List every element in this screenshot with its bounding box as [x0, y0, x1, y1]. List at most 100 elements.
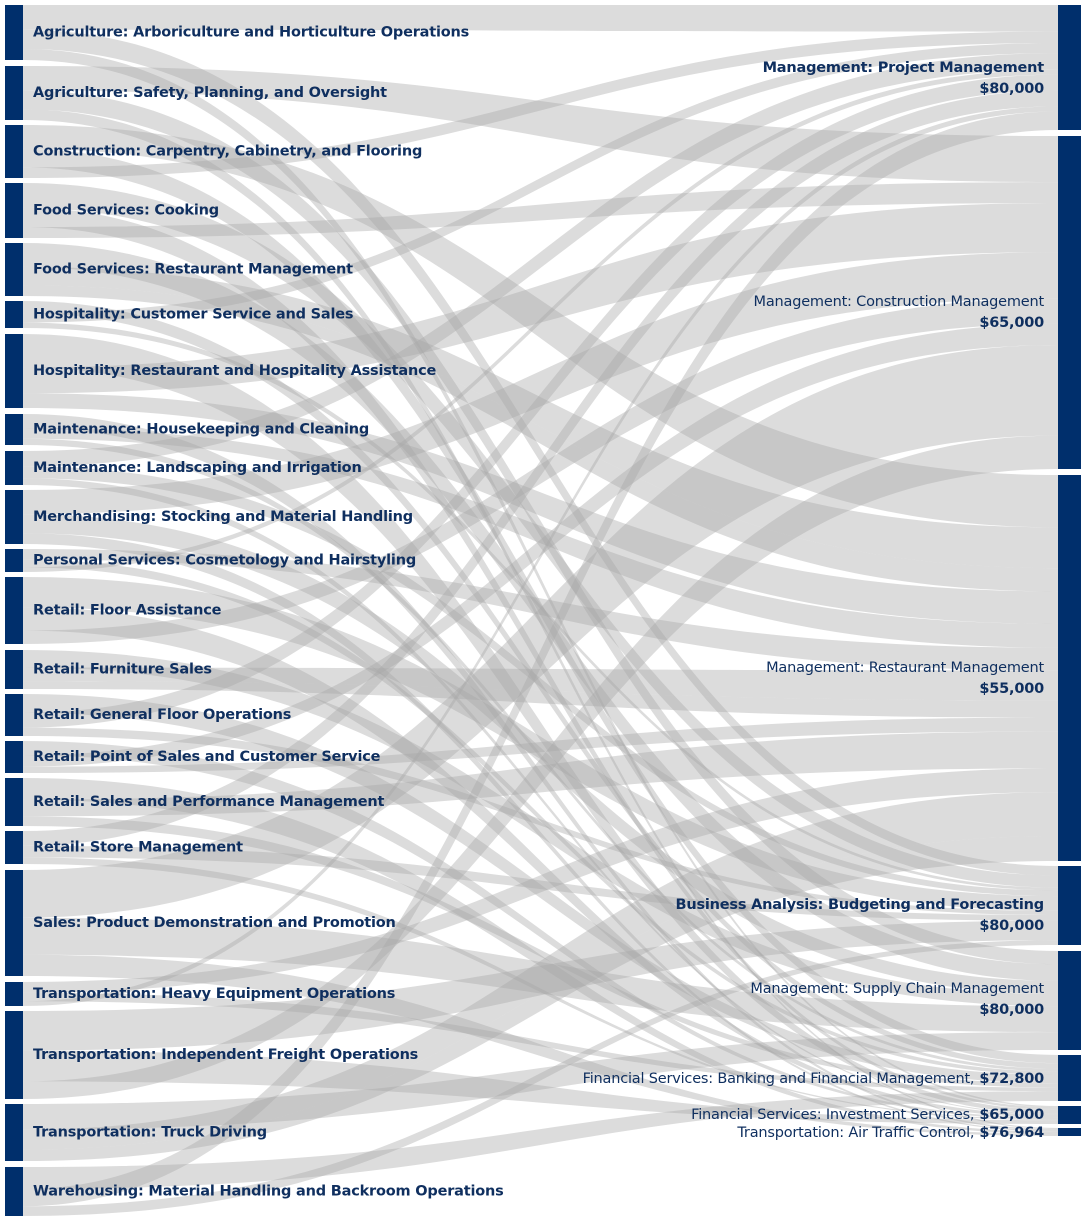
- left-node: [5, 778, 23, 826]
- link: [23, 816, 1058, 1088]
- left-label: Merchandising: Stocking and Material Han…: [33, 509, 413, 525]
- right-node: [1058, 475, 1081, 861]
- left-node: [5, 982, 23, 1006]
- link: [23, 694, 1058, 1084]
- link: [23, 478, 1058, 1115]
- right-salary: $55,000: [979, 681, 1044, 697]
- link: [23, 90, 1058, 965]
- left-label: Agriculture: Arboriculture and Horticult…: [33, 25, 469, 41]
- link: [23, 66, 1058, 183]
- right-node: [1058, 866, 1081, 945]
- right-salary: $76,964: [979, 1125, 1044, 1141]
- left-node: [5, 650, 23, 689]
- link: [23, 74, 1058, 728]
- link: [23, 207, 1058, 1110]
- link: [23, 148, 1058, 1064]
- left-label: Maintenance: Landscaping and Irrigation: [33, 460, 362, 476]
- left-label: Agriculture: Safety, Planning, and Overs…: [33, 85, 387, 101]
- left-node: [5, 1167, 23, 1216]
- right-node: [1058, 136, 1081, 469]
- right-label: Transportation: Air Traffic Control,: [736, 1125, 974, 1141]
- left-node: [5, 577, 23, 644]
- right-node: [1058, 5, 1081, 130]
- link: [23, 31, 1058, 178]
- link: [23, 954, 1058, 1136]
- link: [23, 29, 1058, 876]
- link: [23, 5, 1058, 32]
- right-label: Financial Services: Investment Services,: [691, 1107, 974, 1123]
- link: [23, 69, 1058, 573]
- left-node: [5, 5, 23, 60]
- link: [23, 667, 1058, 701]
- left-node: [5, 694, 23, 736]
- right-label: Management: Construction Management: [754, 294, 1045, 310]
- link: [23, 109, 1058, 1130]
- right-node: [1058, 1106, 1081, 1124]
- left-label: Retail: Furniture Sales: [33, 662, 212, 678]
- link: [23, 466, 1058, 897]
- link: [23, 298, 1058, 644]
- left-node: [5, 490, 23, 544]
- left-node: [5, 243, 23, 296]
- link: [23, 1032, 1058, 1130]
- link: [23, 49, 1058, 1108]
- left-label: Construction: Carpentry, Cabinetry, and …: [33, 144, 422, 160]
- link: [23, 345, 1058, 918]
- link: [23, 514, 1058, 994]
- link: [23, 845, 1058, 921]
- right-label: Financial Services: Banking and Financia…: [583, 1071, 975, 1087]
- right-label: Management: Supply Chain Management: [750, 981, 1044, 997]
- left-label: Personal Services: Cosmetology and Hairs…: [33, 553, 416, 569]
- left-label: Retail: General Floor Operations: [33, 707, 291, 723]
- left-label: Maintenance: Housekeeping and Cleaning: [33, 422, 369, 438]
- right-salary: $80,000: [979, 81, 1044, 97]
- left-label: Hospitality: Restaurant and Hospitality …: [33, 363, 436, 379]
- left-label: Transportation: Truck Driving: [33, 1125, 267, 1141]
- link: [23, 438, 1058, 1072]
- link: [23, 549, 1058, 671]
- link: [23, 857, 1058, 1121]
- left-node: [5, 414, 23, 445]
- right-salary: $65,000: [979, 315, 1044, 331]
- left-label: Transportation: Independent Freight Oper…: [33, 1047, 418, 1063]
- left-label: Hospitality: Customer Service and Sales: [33, 307, 353, 323]
- left-node: [5, 125, 23, 178]
- left-node: [5, 451, 23, 485]
- left-label: Retail: Sales and Performance Management: [33, 794, 384, 810]
- left-label: Transportation: Heavy Equipment Operatio…: [33, 986, 395, 1002]
- link: [23, 183, 1058, 888]
- left-label: Retail: Floor Assistance: [33, 603, 222, 619]
- link: [23, 681, 1058, 718]
- left-label: Food Services: Restaurant Management: [33, 262, 353, 278]
- link: [23, 435, 1058, 1100]
- link: [23, 203, 1058, 394]
- left-label: Sales: Product Demonstration and Promoti…: [33, 915, 396, 931]
- right-label: Management: Project Management: [763, 60, 1045, 76]
- link: [23, 285, 1058, 592]
- left-node: [5, 1104, 23, 1161]
- left-node: [5, 831, 23, 864]
- link: [23, 334, 1058, 1114]
- link: [23, 792, 1058, 1150]
- link: [23, 920, 1058, 1051]
- left-label: Retail: Point of Sales and Customer Serv…: [33, 749, 381, 765]
- right-salary: $80,000: [979, 1002, 1044, 1018]
- link: [23, 43, 1058, 323]
- link: [23, 940, 1058, 1216]
- left-node: [5, 334, 23, 408]
- left-node: [5, 301, 23, 328]
- link: [23, 778, 1058, 1134]
- left-node: [5, 66, 23, 120]
- link: [23, 323, 1058, 767]
- link: [23, 252, 1058, 515]
- link: [23, 917, 1058, 1033]
- link: [23, 727, 1058, 916]
- link: [23, 607, 1058, 1118]
- right-label: Business Analysis: Budgeting and Forecas…: [675, 897, 1044, 913]
- left-node: [5, 870, 23, 976]
- link: [23, 53, 1058, 467]
- link: [23, 414, 1058, 1131]
- left-node: [5, 549, 23, 572]
- right-salary: $72,800: [979, 1071, 1044, 1087]
- link: [23, 835, 1058, 1161]
